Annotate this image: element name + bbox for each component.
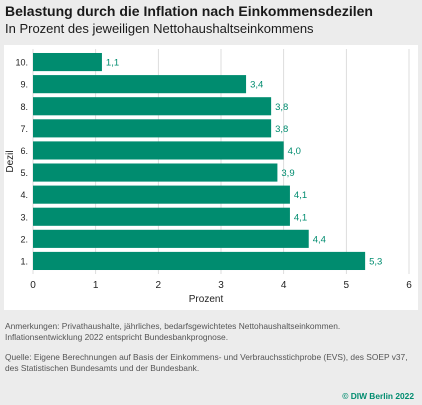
bar xyxy=(33,163,278,182)
x-tick-label: 1 xyxy=(93,280,99,291)
chart-subtitle: In Prozent des jeweiligen Nettohaushalts… xyxy=(5,21,314,36)
x-axis-label: Prozent xyxy=(189,294,224,305)
x-tick-label: 3 xyxy=(218,280,224,291)
bar-value-label: 3,4 xyxy=(250,80,263,91)
copyright-label: © DIW Berlin 2022 xyxy=(342,391,414,401)
y-tick-label: 10. xyxy=(15,58,28,68)
bar-value-label: 1,1 xyxy=(106,58,119,69)
bar xyxy=(33,75,247,94)
annotation-note: Anmerkungen: Privathaushalte, jährliches… xyxy=(5,321,341,342)
y-tick-label: 3. xyxy=(20,212,28,222)
bar xyxy=(33,229,309,248)
x-tick-label: 0 xyxy=(30,280,36,291)
bar xyxy=(33,141,284,160)
chart-title: Belastung durch die Inflation nach Einko… xyxy=(5,3,373,19)
y-tick-labels: 10. 9. 8. 7. 6. 5. 4. 3. 2. 1. xyxy=(15,58,28,267)
y-tick-label: 4. xyxy=(20,190,28,200)
bar xyxy=(33,207,290,226)
y-tick-label: 6. xyxy=(20,146,28,156)
y-tick-label: 8. xyxy=(20,102,28,112)
y-tick-label: 7. xyxy=(20,124,28,134)
bar xyxy=(33,97,272,116)
y-tick-label: 9. xyxy=(20,80,28,90)
chart-area: 1,1 3,4 3,8 3,8 4,0 3,9 4,1 4,1 4,4 5,3 10. 9. 8. 7.… xyxy=(4,45,418,310)
bar-value-label: 5,3 xyxy=(369,256,382,267)
bar xyxy=(33,119,272,138)
x-tick-label: 5 xyxy=(344,280,350,291)
bars xyxy=(33,52,366,271)
y-tick-label: 2. xyxy=(20,234,28,244)
source-note: Quelle: Eigene Berechnungen auf Basis de… xyxy=(5,352,408,373)
value-labels: 1,13,43,83,84,03,94,14,14,45,3 xyxy=(106,58,382,268)
x-tick-labels: 0 1 2 3 4 5 6 xyxy=(30,280,412,291)
bar xyxy=(33,251,366,271)
bar xyxy=(33,185,290,204)
x-tick-label: 4 xyxy=(281,280,287,291)
bar-value-label: 3,9 xyxy=(281,168,294,179)
bar-value-label: 4,1 xyxy=(294,212,307,223)
bar-value-label: 4,1 xyxy=(294,190,307,201)
bar xyxy=(33,52,102,72)
y-tick-label: 5. xyxy=(20,168,28,178)
bar-value-label: 3,8 xyxy=(275,102,288,113)
y-tick-label: 1. xyxy=(20,256,28,266)
bar-chart: 1,13,43,83,84,03,94,14,14,45,3 10.9.8.7.… xyxy=(5,49,412,305)
x-tick-label: 2 xyxy=(156,280,162,291)
y-axis-label: Dezil xyxy=(5,150,16,172)
bar-value-label: 4,4 xyxy=(313,234,326,245)
bar-value-label: 4,0 xyxy=(288,146,301,157)
bar-value-label: 3,8 xyxy=(275,124,288,135)
x-tick-label: 6 xyxy=(406,280,412,291)
